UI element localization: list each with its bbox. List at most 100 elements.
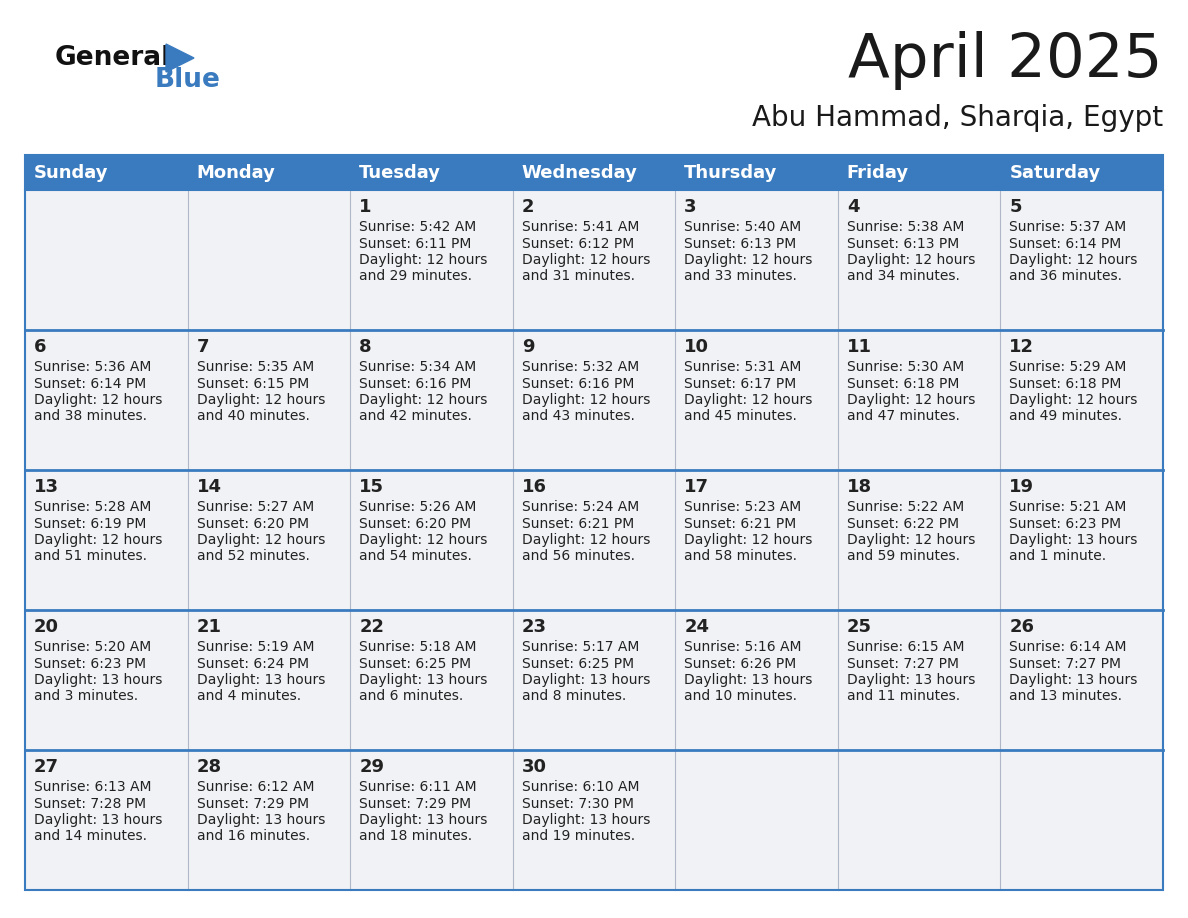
Text: Sunrise: 5:38 AM: Sunrise: 5:38 AM [847,220,965,234]
Text: and 54 minutes.: and 54 minutes. [359,550,472,564]
Text: Sunrise: 5:27 AM: Sunrise: 5:27 AM [196,500,314,514]
Text: Daylight: 13 hours: Daylight: 13 hours [847,673,975,687]
Text: 19: 19 [1010,478,1035,496]
Text: Sunday: Sunday [34,163,108,182]
Text: 22: 22 [359,618,384,636]
Bar [838,330,1000,470]
Text: and 19 minutes.: and 19 minutes. [522,830,634,844]
Text: Daylight: 12 hours: Daylight: 12 hours [847,253,975,267]
Text: and 43 minutes.: and 43 minutes. [522,409,634,423]
Bar [350,470,513,610]
Text: Sunset: 6:18 PM: Sunset: 6:18 PM [847,376,959,390]
Bar [188,470,350,610]
Text: and 29 minutes.: and 29 minutes. [359,270,472,284]
Text: 20: 20 [34,618,59,636]
Text: Sunset: 6:23 PM: Sunset: 6:23 PM [34,656,146,670]
Bar [675,190,838,330]
Text: and 42 minutes.: and 42 minutes. [359,409,472,423]
Text: and 59 minutes.: and 59 minutes. [847,550,960,564]
Text: Sunrise: 6:12 AM: Sunrise: 6:12 AM [196,780,314,794]
Text: Daylight: 12 hours: Daylight: 12 hours [522,533,650,547]
Text: Sunrise: 5:18 AM: Sunrise: 5:18 AM [359,640,476,654]
Bar [188,155,350,190]
Text: 23: 23 [522,618,546,636]
Text: Friday: Friday [847,163,909,182]
Text: Daylight: 12 hours: Daylight: 12 hours [1010,253,1138,267]
Text: 25: 25 [847,618,872,636]
Text: Daylight: 13 hours: Daylight: 13 hours [34,813,163,827]
Text: and 33 minutes.: and 33 minutes. [684,270,797,284]
Text: 10: 10 [684,338,709,356]
Text: Sunrise: 5:23 AM: Sunrise: 5:23 AM [684,500,802,514]
Text: Daylight: 12 hours: Daylight: 12 hours [359,393,487,407]
Bar [1000,190,1163,330]
Bar [350,190,513,330]
Text: 6: 6 [34,338,46,356]
Text: Sunrise: 5:28 AM: Sunrise: 5:28 AM [34,500,151,514]
Text: Sunrise: 6:11 AM: Sunrise: 6:11 AM [359,780,476,794]
Bar [350,750,513,890]
Text: and 31 minutes.: and 31 minutes. [522,270,634,284]
Text: Sunrise: 5:35 AM: Sunrise: 5:35 AM [196,360,314,374]
Text: Sunset: 6:20 PM: Sunset: 6:20 PM [196,517,309,531]
Text: Daylight: 12 hours: Daylight: 12 hours [847,533,975,547]
Text: Sunrise: 5:16 AM: Sunrise: 5:16 AM [684,640,802,654]
Text: Sunrise: 5:19 AM: Sunrise: 5:19 AM [196,640,314,654]
Bar [513,190,675,330]
Bar [25,155,188,190]
Text: Sunrise: 5:17 AM: Sunrise: 5:17 AM [522,640,639,654]
Text: and 34 minutes.: and 34 minutes. [847,270,960,284]
Text: Daylight: 12 hours: Daylight: 12 hours [684,253,813,267]
Text: Sunset: 7:29 PM: Sunset: 7:29 PM [196,797,309,811]
Text: Sunset: 6:12 PM: Sunset: 6:12 PM [522,237,634,251]
Text: and 13 minutes.: and 13 minutes. [1010,689,1123,703]
Text: 24: 24 [684,618,709,636]
Text: and 52 minutes.: and 52 minutes. [196,550,309,564]
Bar [25,155,1163,890]
Text: Sunset: 6:21 PM: Sunset: 6:21 PM [522,517,634,531]
Text: 4: 4 [847,198,859,216]
Polygon shape [166,44,194,72]
Text: 27: 27 [34,758,59,776]
Text: and 56 minutes.: and 56 minutes. [522,550,634,564]
Text: Sunset: 6:22 PM: Sunset: 6:22 PM [847,517,959,531]
Text: Sunset: 6:25 PM: Sunset: 6:25 PM [359,656,472,670]
Text: Sunset: 6:18 PM: Sunset: 6:18 PM [1010,376,1121,390]
Text: and 40 minutes.: and 40 minutes. [196,409,309,423]
Text: Sunset: 6:14 PM: Sunset: 6:14 PM [34,376,146,390]
Bar [25,610,188,750]
Text: Daylight: 13 hours: Daylight: 13 hours [1010,673,1138,687]
Text: Sunrise: 6:15 AM: Sunrise: 6:15 AM [847,640,965,654]
Bar [1000,610,1163,750]
Text: and 8 minutes.: and 8 minutes. [522,689,626,703]
Text: 21: 21 [196,618,222,636]
Bar [838,470,1000,610]
Text: Wednesday: Wednesday [522,163,638,182]
Text: and 3 minutes.: and 3 minutes. [34,689,138,703]
Text: 9: 9 [522,338,535,356]
Text: Sunrise: 5:20 AM: Sunrise: 5:20 AM [34,640,151,654]
Bar [838,190,1000,330]
Text: Sunrise: 5:42 AM: Sunrise: 5:42 AM [359,220,476,234]
Bar [350,155,513,190]
Text: Sunrise: 5:34 AM: Sunrise: 5:34 AM [359,360,476,374]
Text: Sunrise: 5:21 AM: Sunrise: 5:21 AM [1010,500,1126,514]
Text: and 11 minutes.: and 11 minutes. [847,689,960,703]
Text: Daylight: 13 hours: Daylight: 13 hours [684,673,813,687]
Bar [838,155,1000,190]
Text: Sunset: 6:14 PM: Sunset: 6:14 PM [1010,237,1121,251]
Text: Sunset: 6:26 PM: Sunset: 6:26 PM [684,656,796,670]
Text: and 6 minutes.: and 6 minutes. [359,689,463,703]
Bar [1000,155,1163,190]
Text: 17: 17 [684,478,709,496]
Text: Thursday: Thursday [684,163,778,182]
Text: Tuesday: Tuesday [359,163,441,182]
Text: Sunset: 6:16 PM: Sunset: 6:16 PM [359,376,472,390]
Text: Sunrise: 6:10 AM: Sunrise: 6:10 AM [522,780,639,794]
Text: Daylight: 13 hours: Daylight: 13 hours [359,813,487,827]
Text: Sunset: 6:19 PM: Sunset: 6:19 PM [34,517,146,531]
Bar [188,330,350,470]
Text: Daylight: 12 hours: Daylight: 12 hours [196,533,326,547]
Text: 5: 5 [1010,198,1022,216]
Text: Saturday: Saturday [1010,163,1100,182]
